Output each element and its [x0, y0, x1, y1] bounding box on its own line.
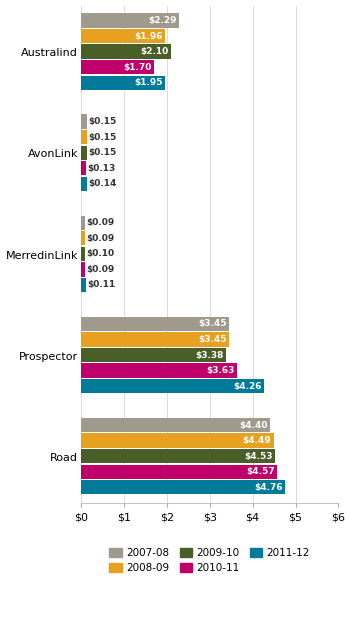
- Text: $0.15: $0.15: [88, 133, 117, 142]
- Bar: [81, 161, 86, 175]
- Text: $2.29: $2.29: [148, 16, 177, 25]
- Text: $1.95: $1.95: [134, 78, 163, 87]
- Bar: [81, 363, 237, 378]
- Bar: [81, 75, 165, 90]
- Text: $3.38: $3.38: [196, 351, 224, 360]
- Text: $2.10: $2.10: [141, 47, 169, 56]
- Text: $0.09: $0.09: [86, 234, 114, 243]
- Bar: [81, 278, 86, 292]
- Text: $0.10: $0.10: [86, 249, 114, 258]
- Bar: [81, 418, 270, 432]
- Bar: [81, 13, 179, 28]
- Text: $0.13: $0.13: [88, 164, 116, 173]
- Bar: [81, 177, 87, 191]
- Bar: [81, 332, 229, 347]
- Text: $4.26: $4.26: [233, 382, 261, 391]
- Bar: [81, 348, 226, 362]
- Text: $3.45: $3.45: [198, 335, 227, 344]
- Text: $3.45: $3.45: [198, 320, 227, 329]
- Text: $0.15: $0.15: [88, 148, 117, 157]
- Bar: [81, 29, 165, 43]
- Text: $0.09: $0.09: [86, 218, 114, 227]
- Bar: [81, 262, 85, 277]
- Text: $1.70: $1.70: [123, 63, 152, 72]
- Text: $3.63: $3.63: [206, 366, 234, 375]
- Text: $4.53: $4.53: [245, 452, 273, 461]
- Text: $1.96: $1.96: [134, 32, 163, 41]
- Text: $0.09: $0.09: [86, 265, 114, 274]
- Text: $0.14: $0.14: [88, 179, 117, 189]
- Bar: [81, 316, 229, 331]
- Bar: [81, 247, 85, 261]
- Text: $4.40: $4.40: [239, 420, 267, 430]
- Bar: [81, 130, 87, 144]
- Text: $0.11: $0.11: [87, 280, 115, 289]
- Text: $0.15: $0.15: [88, 117, 117, 126]
- Legend: 2007-08, 2008-09, 2009-10, 2010-11, 2011-12: 2007-08, 2008-09, 2009-10, 2010-11, 2011…: [105, 544, 314, 577]
- Bar: [81, 44, 171, 59]
- Bar: [81, 379, 264, 393]
- Text: $4.57: $4.57: [246, 467, 275, 476]
- Bar: [81, 60, 154, 74]
- Text: $4.76: $4.76: [254, 483, 283, 492]
- Bar: [81, 449, 275, 463]
- Bar: [81, 480, 285, 494]
- Bar: [81, 465, 277, 479]
- Bar: [81, 216, 85, 230]
- Bar: [81, 146, 87, 160]
- Text: $4.49: $4.49: [243, 436, 271, 445]
- Bar: [81, 434, 274, 448]
- Bar: [81, 115, 87, 128]
- Bar: [81, 231, 85, 246]
